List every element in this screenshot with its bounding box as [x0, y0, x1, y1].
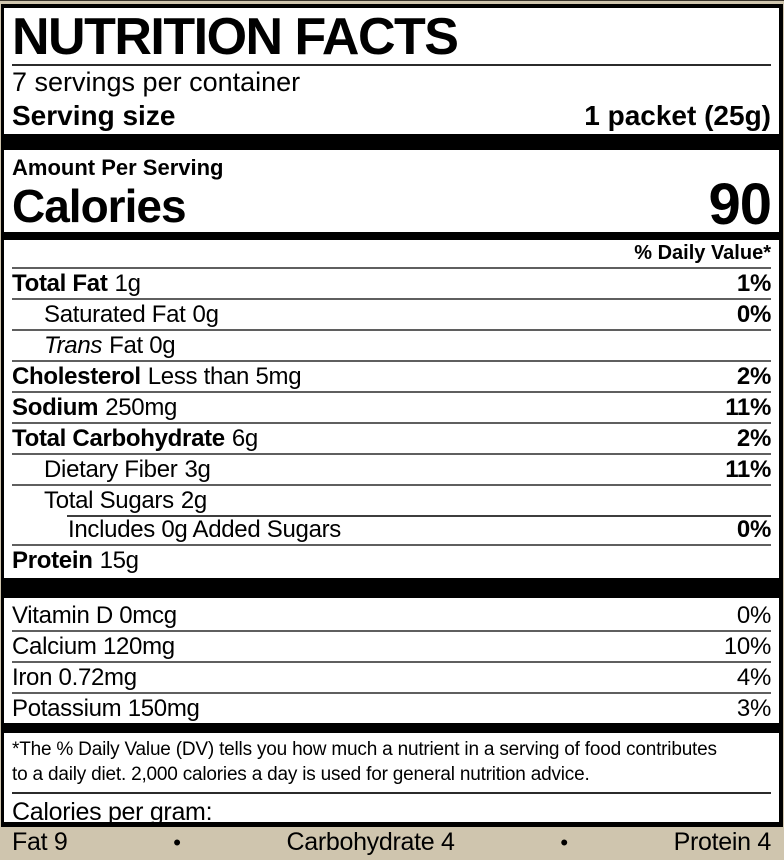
nutrient-row-dietary-fiber: Dietary Fiber 3g 11%	[12, 452, 771, 484]
amount-per-serving-label: Amount Per Serving	[12, 155, 224, 180]
daily-value-header: % Daily Value*	[634, 241, 771, 264]
vitamin-row-vitamin-d: Vitamin D 0mcg 0%	[12, 601, 771, 630]
nutrient-amount: 3g	[184, 455, 211, 483]
nutrient-amount: 250mg	[105, 393, 178, 421]
nutrient-name: Total Carbohydrate	[12, 424, 225, 452]
nutrient-dv: 2%	[736, 424, 771, 452]
nutrient-name: Protein	[12, 546, 93, 574]
vitamin-row-calcium: Calcium 120mg 10%	[12, 629, 771, 661]
nutrient-dv: 11%	[725, 393, 771, 421]
nutrient-dv: 2%	[736, 362, 771, 390]
serving-size-label: Serving size	[12, 100, 176, 131]
nutrition-facts-label: NUTRITION FACTS 7 servings per container…	[1, 4, 783, 856]
nutrient-dv: 11%	[725, 455, 771, 483]
cpg-carbohydrate: Carbohydrate 4	[286, 827, 455, 856]
vitamin-dv: 10%	[723, 632, 771, 660]
vitamin-dv: 3%	[736, 694, 771, 722]
nutrient-amount: 0g	[192, 300, 219, 328]
nutrient-dv: 0%	[736, 515, 771, 543]
nutrient-row-sodium: Sodium 250mg 11%	[12, 390, 771, 422]
vitamin-dv: 0%	[736, 601, 771, 629]
medium-divider-bar	[4, 231, 779, 240]
nutrient-row-added-sugars: Includes 0g Added Sugars 0%	[12, 514, 771, 544]
nutrient-dv: 1%	[736, 269, 771, 297]
calories-row: Calories 90	[12, 172, 772, 237]
vitamin-row-iron: Iron 0.72mg 4%	[12, 660, 771, 692]
bullet-separator: •	[173, 829, 181, 855]
footnote-line-2: to a daily diet. 2,000 calories a day is…	[12, 763, 590, 785]
nutrient-row-protein: Protein 15g	[12, 543, 771, 575]
cpg-fat: Fat 9	[12, 827, 68, 856]
nutrient-row-total-fat: Total Fat 1g 1%	[12, 266, 771, 298]
serving-size-value: 1 packet (25g)	[584, 100, 771, 131]
nutrient-row-trans-fat: Trans Fat 0g	[12, 328, 771, 360]
nutrient-name: Includes 0g Added Sugars	[68, 515, 342, 543]
calories-per-gram-section: Calories per gram: Fat 9 • Carbohydrate …	[12, 791, 771, 860]
cpg-protein: Protein 4	[673, 827, 772, 856]
thick-divider-bar	[4, 134, 779, 150]
nutrient-row-saturated-fat: Saturated Fat 0g 0%	[12, 297, 771, 329]
footnote-divider-bar	[4, 722, 779, 733]
vitamin-name: Iron 0.72mg	[12, 663, 137, 691]
thick-divider-bar	[4, 577, 779, 598]
nutrient-name: Total Fat	[12, 269, 108, 297]
nutrient-name: Total Sugars	[44, 486, 174, 514]
nutrient-row-total-carbohydrate: Total Carbohydrate 6g 2%	[12, 421, 771, 453]
servings-per-container: 7 servings per container	[12, 67, 301, 97]
nutrient-name: Cholesterol	[12, 362, 141, 390]
daily-value-footnote: *The % Daily Value (DV) tells you how mu…	[12, 733, 771, 792]
calories-value: 90	[708, 172, 772, 237]
calories-per-gram-values: Fat 9 • Carbohydrate 4 • Protein 4	[12, 827, 771, 860]
nutrient-amount: 2g	[180, 486, 207, 514]
vitamin-name: Vitamin D 0mcg	[12, 601, 177, 629]
vitamin-row-potassium: Potassium 150mg 3%	[12, 691, 771, 723]
nutrient-amount: 6g	[231, 424, 258, 452]
nutrient-row-cholesterol: Cholesterol Less than 5mg 2%	[12, 359, 771, 391]
nutrient-dv: 0%	[736, 300, 771, 328]
footnote-line-1: *The % Daily Value (DV) tells you how mu…	[12, 738, 717, 760]
serving-size-row: Serving size 1 packet (25g)	[12, 99, 771, 134]
vitamin-dv: 4%	[736, 663, 771, 691]
vitamin-name: Calcium 120mg	[12, 632, 175, 660]
bullet-separator: •	[560, 829, 568, 855]
calories-per-gram-label: Calories per gram:	[12, 797, 213, 826]
nutrient-name: Dietary Fiber	[44, 455, 178, 483]
nutrient-amount: Less than 5mg	[147, 362, 302, 390]
nutrient-amount: 1g	[114, 269, 141, 297]
nutrient-name: Saturated Fat	[44, 300, 186, 328]
vitamin-name: Potassium 150mg	[12, 694, 200, 722]
nutrient-row-total-sugars: Total Sugars 2g	[12, 483, 771, 515]
calories-label: Calories	[12, 179, 187, 232]
nutrient-name: Trans	[44, 331, 103, 359]
nutrient-name: Sodium	[12, 393, 99, 421]
nutrient-amount: Fat 0g	[109, 331, 176, 359]
label-title: NUTRITION FACTS	[12, 8, 771, 66]
nutrient-amount: 15g	[99, 546, 139, 574]
